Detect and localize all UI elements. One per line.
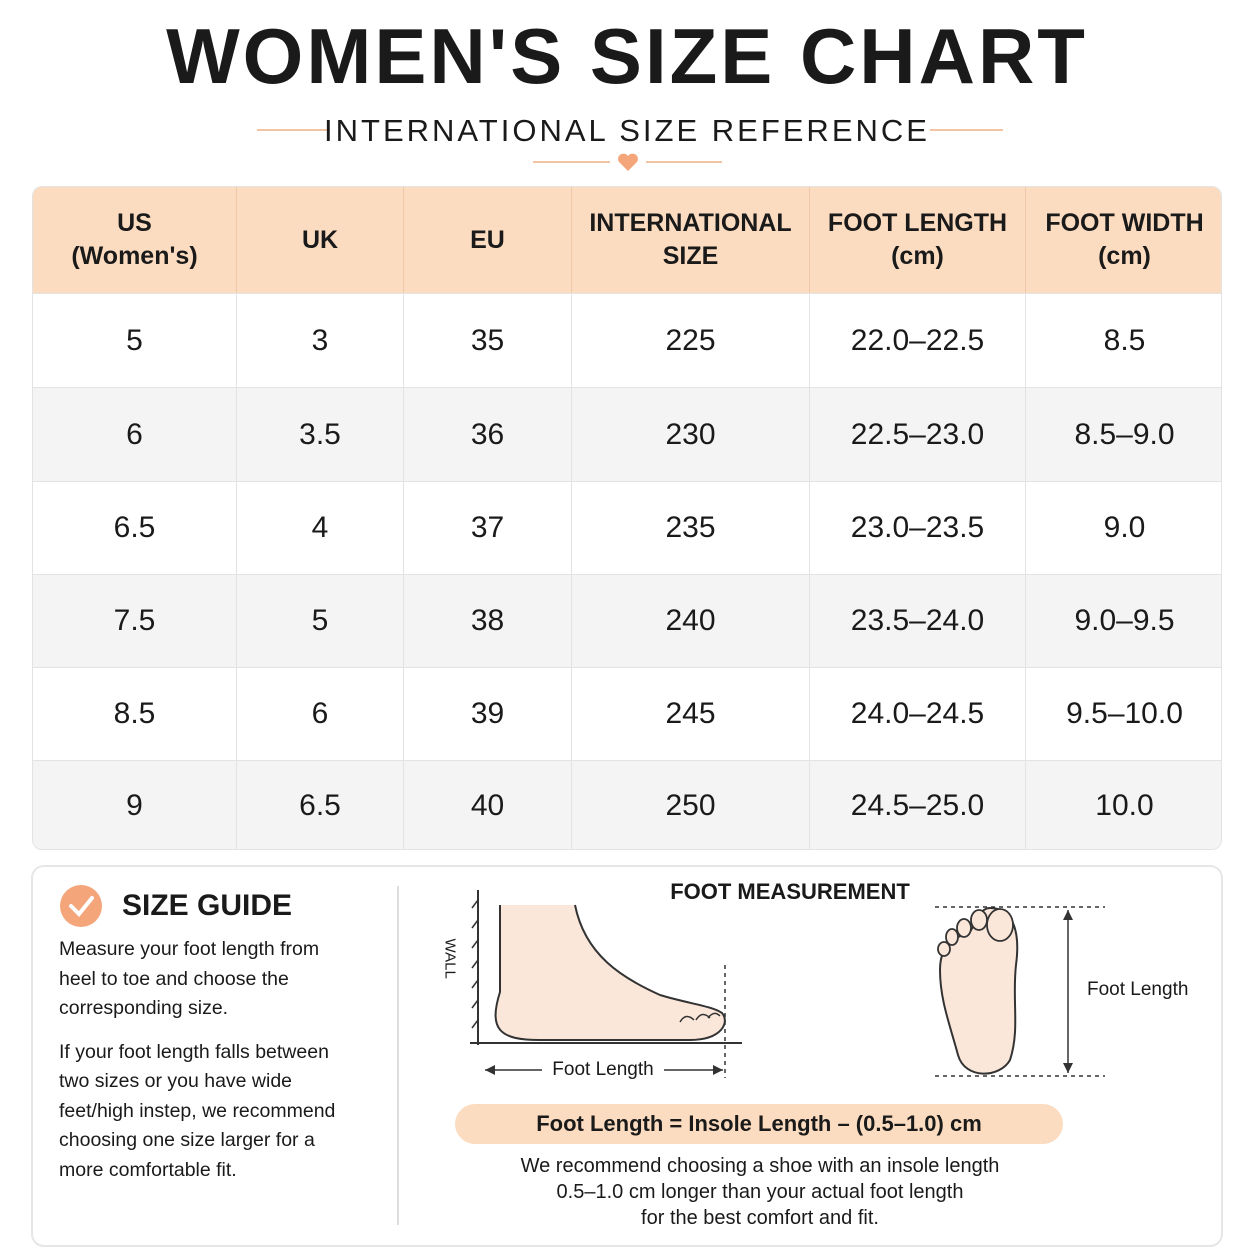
table-cell: 6.5 [33,481,237,574]
table-cell: 9 [33,760,237,849]
guide-line: If your foot length falls between [59,1040,329,1063]
table-cell: 3 [237,293,404,387]
wall-label: WALL [441,938,459,979]
check-icon [60,885,102,927]
table-cell: 24.5–25.0 [810,760,1026,849]
table-cell: 36 [404,387,572,481]
header-line: FOOT WIDTH [1045,209,1204,237]
table-cell: 38 [404,574,572,667]
header-cell: EU [404,187,572,293]
size-table: US (Women's) UK EU INTERNATIONAL SIZE FOOT LEN… [32,186,1222,850]
note-line: We recommend choosing a shoe with an ins… [520,1155,1000,1177]
table-cell: 9.0 [1026,481,1221,574]
label-bg [542,1058,664,1082]
table-cell: 35 [404,293,572,387]
table-cell: 250 [572,760,810,849]
table-cell: 5 [237,574,404,667]
table-cell: 24.0–24.5 [810,667,1026,760]
table-cell: 6 [33,387,237,481]
table-cell: 37 [404,481,572,574]
note-line: 0.5–1.0 cm longer than your actual foot … [556,1181,964,1203]
header-line: (cm) [891,242,944,270]
guide-line: heel to toe and choose the [59,967,289,990]
table-cell: 225 [572,293,810,387]
toes [679,1012,721,1023]
side-foot [494,904,726,1041]
header-line: US [117,209,152,237]
guide-title: SIZE GUIDE [122,889,293,922]
table-cell: 3.5 [237,387,404,481]
formula: Foot Length = Insole Length – (0.5–1.0) … [536,1111,982,1136]
table-cell: 8.5–9.0 [1026,387,1221,481]
measure-title: FOOT MEASUREMENT [670,879,910,904]
table-cell: 40 [404,760,572,849]
table-cell: 22.0–22.5 [810,293,1026,387]
guide-line: feet/high instep, we recommend [59,1099,336,1122]
header-cell: UK [237,187,404,293]
subtitle: INTERNATIONAL SIZE REFERENCE [324,113,930,148]
table-cell: 8.5 [33,667,237,760]
guide-paragraph: Measure your foot length from heel to toe… [59,935,389,1024]
guide-line: more comfortable fit. [59,1158,237,1181]
table-cell: 4 [237,481,404,574]
header-cell: INTERNATIONAL SIZE [572,187,810,293]
formula-pill [455,1104,1063,1144]
table-cell: 7.5 [33,574,237,667]
note-line: for the best comfort and fit. [641,1207,879,1229]
header-line: (Women's) [71,242,198,270]
guide-line: corresponding size. [59,997,229,1019]
header-cell: US (Women's) [33,187,237,293]
header-line: INTERNATIONAL [589,209,792,237]
table-cell: 23.0–23.5 [810,481,1026,574]
heart [618,153,638,171]
table-cell: 6 [237,667,404,760]
table-cell: 6.5 [237,760,404,849]
table-cell: 240 [572,574,810,667]
header-line: FOOT LENGTH [827,209,1008,237]
table-cell: 5 [33,293,237,387]
table-cell: 230 [572,387,810,481]
header-cell: FOOT LENGTH (cm) [810,187,1026,293]
note: We recommend choosing a shoe with an ins… [400,1153,1120,1231]
table-cell: 39 [404,667,572,760]
guide-text: Measure your foot length from heel to toe… [59,935,389,1185]
side-length-label: Foot Length [552,1059,654,1080]
guide-line: Measure your foot length from [59,938,320,960]
guide-paragraph: If your foot length falls between two siz… [59,1038,389,1186]
sole-length-label: Foot Length [1087,979,1189,1000]
title: WOMEN'S SIZE CHART [166,12,1088,100]
table-cell: 9.5–10.0 [1026,667,1221,760]
table-cell: 245 [572,667,810,760]
sole-toes [937,908,1014,957]
check-mark [69,896,94,917]
header-line: EU [470,225,505,254]
table-cell: 22.5–23.0 [810,387,1026,481]
guide-panel [31,865,1223,1247]
table-cell: 8.5 [1026,293,1221,387]
header-cell: FOOT WIDTH (cm) [1026,187,1221,293]
wall-hatch [471,899,479,1029]
table-cell: 235 [572,481,810,574]
header-line: UK [301,225,339,254]
table-cell: 10.0 [1026,760,1221,849]
header-line: (cm) [1098,242,1151,270]
table-cell: 23.5–24.0 [810,574,1026,667]
guide-line: choosing one size larger for a [59,1129,315,1151]
guide-line: two sizes or you have wide [59,1070,293,1092]
table-cell: 9.0–9.5 [1026,574,1221,667]
header-line: SIZE [662,242,719,270]
